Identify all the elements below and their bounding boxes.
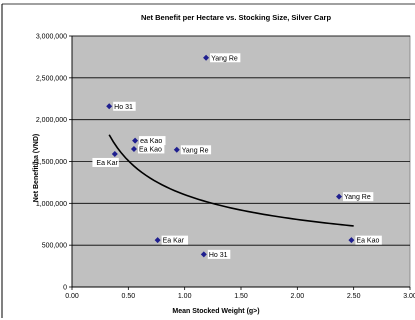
trendline: [108, 134, 354, 227]
data-point: Ea Kar: [92, 150, 119, 167]
point-label-box: [180, 145, 212, 155]
x-axis-title: Mean Stocked Weight (g>): [172, 308, 259, 315]
x-tick-label: 0.00: [65, 293, 79, 300]
data-point: ea Kao: [132, 136, 166, 146]
data-point: Ho 31: [106, 101, 136, 111]
y-tick-label: 2,500,000: [36, 75, 67, 82]
point-label: Ho 31: [114, 104, 133, 111]
y-tick-label: 2,000,000: [36, 117, 67, 124]
x-tick-label: 2.00: [291, 293, 305, 300]
data-point: Yang Re: [173, 145, 212, 155]
point-label: Ho 31: [209, 252, 228, 259]
point-marker: [132, 137, 139, 144]
point-marker: [336, 193, 343, 200]
point-label-box: [355, 235, 382, 245]
point-label: Ea Kar: [163, 238, 185, 245]
point-marker: [203, 54, 210, 61]
point-label-box: [137, 144, 165, 154]
point-label: Yang Re: [211, 55, 238, 62]
axes: 0 500,000 1,000,000 1,500,000 2,000,000 2,500…: [36, 34, 415, 301]
y-tick-label: 500,000: [42, 243, 67, 250]
y-tick-label: 3,000,000: [36, 34, 67, 41]
x-tick-label: 2.50: [347, 293, 361, 300]
chart-title: Net Benefit per Hectare vs. Stocking Siz…: [141, 13, 331, 22]
point-label: Ea Kao: [139, 146, 162, 153]
point-marker: [173, 146, 180, 153]
point-marker: [106, 103, 113, 110]
point-label-box: [210, 53, 241, 63]
data-point: Ea Kao: [348, 235, 382, 245]
data-point: Yang Re: [336, 192, 374, 202]
data-point: Ea Kao: [130, 144, 165, 154]
x-tick-label: 1.50: [234, 293, 248, 300]
point-label-box: [113, 101, 136, 111]
point-marker: [111, 150, 118, 157]
point-label-box: [139, 136, 166, 146]
data-point: Ho 31: [200, 249, 231, 259]
y-tick-label: 1,500,000: [36, 159, 67, 166]
point-label: Yang Re: [344, 194, 371, 201]
trendline-group: [108, 134, 354, 227]
point-label: Yang Re: [182, 147, 209, 154]
x-tick-label: 1.00: [178, 293, 192, 300]
point-marker: [130, 145, 137, 152]
point-marker: [348, 237, 355, 244]
x-tick-label: 3.00: [403, 293, 415, 300]
x-tick-label: 0.50: [122, 293, 136, 300]
point-label-box: [161, 235, 189, 245]
point-label-box: [207, 249, 231, 259]
point-label-box: [343, 192, 374, 202]
data-point: Ea Kar: [154, 235, 189, 245]
point-label: ea Kao: [140, 138, 162, 145]
point-marker: [154, 237, 161, 244]
point-label-box: [92, 157, 119, 167]
data-point: Yang Re: [203, 53, 241, 63]
point-marker: [200, 251, 207, 258]
y-tick-label: 1,000,000: [36, 201, 67, 208]
y-tick-label: 0: [63, 285, 67, 292]
gridlines: [72, 35, 410, 246]
point-label: Ea Kao: [356, 238, 379, 245]
y-axis-title: Net Benefit/ha (VND): [33, 134, 40, 202]
point-label: Ea Kar: [96, 160, 118, 167]
